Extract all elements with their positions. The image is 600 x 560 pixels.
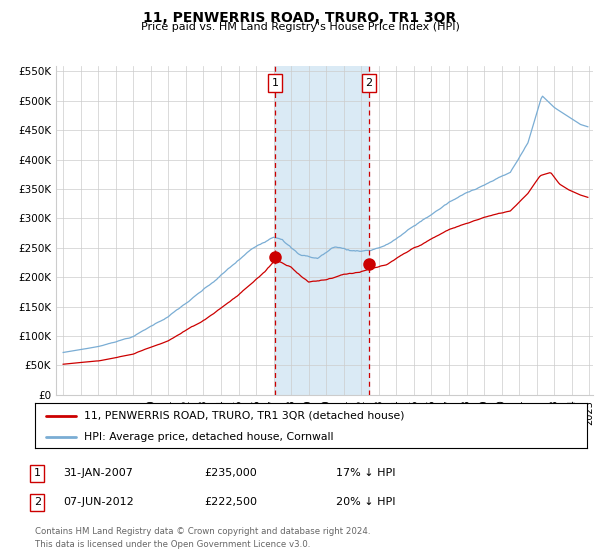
Text: Price paid vs. HM Land Registry's House Price Index (HPI): Price paid vs. HM Land Registry's House … <box>140 22 460 32</box>
Text: £222,500: £222,500 <box>204 497 257 507</box>
Text: £235,000: £235,000 <box>204 468 257 478</box>
Text: HPI: Average price, detached house, Cornwall: HPI: Average price, detached house, Corn… <box>85 432 334 442</box>
Text: 1: 1 <box>272 78 278 88</box>
Text: Contains HM Land Registry data © Crown copyright and database right 2024.: Contains HM Land Registry data © Crown c… <box>35 528 370 536</box>
Text: This data is licensed under the Open Government Licence v3.0.: This data is licensed under the Open Gov… <box>35 540 310 549</box>
Text: 2: 2 <box>34 497 41 507</box>
Text: 11, PENWERRIS ROAD, TRURO, TR1 3QR: 11, PENWERRIS ROAD, TRURO, TR1 3QR <box>143 11 457 25</box>
Text: 11, PENWERRIS ROAD, TRURO, TR1 3QR (detached house): 11, PENWERRIS ROAD, TRURO, TR1 3QR (deta… <box>85 410 405 421</box>
Text: 1: 1 <box>34 468 41 478</box>
Text: 2: 2 <box>365 78 373 88</box>
Text: 31-JAN-2007: 31-JAN-2007 <box>63 468 133 478</box>
Text: 07-JUN-2012: 07-JUN-2012 <box>63 497 134 507</box>
Bar <box>275 66 369 395</box>
Text: 17% ↓ HPI: 17% ↓ HPI <box>336 468 395 478</box>
Text: 20% ↓ HPI: 20% ↓ HPI <box>336 497 395 507</box>
